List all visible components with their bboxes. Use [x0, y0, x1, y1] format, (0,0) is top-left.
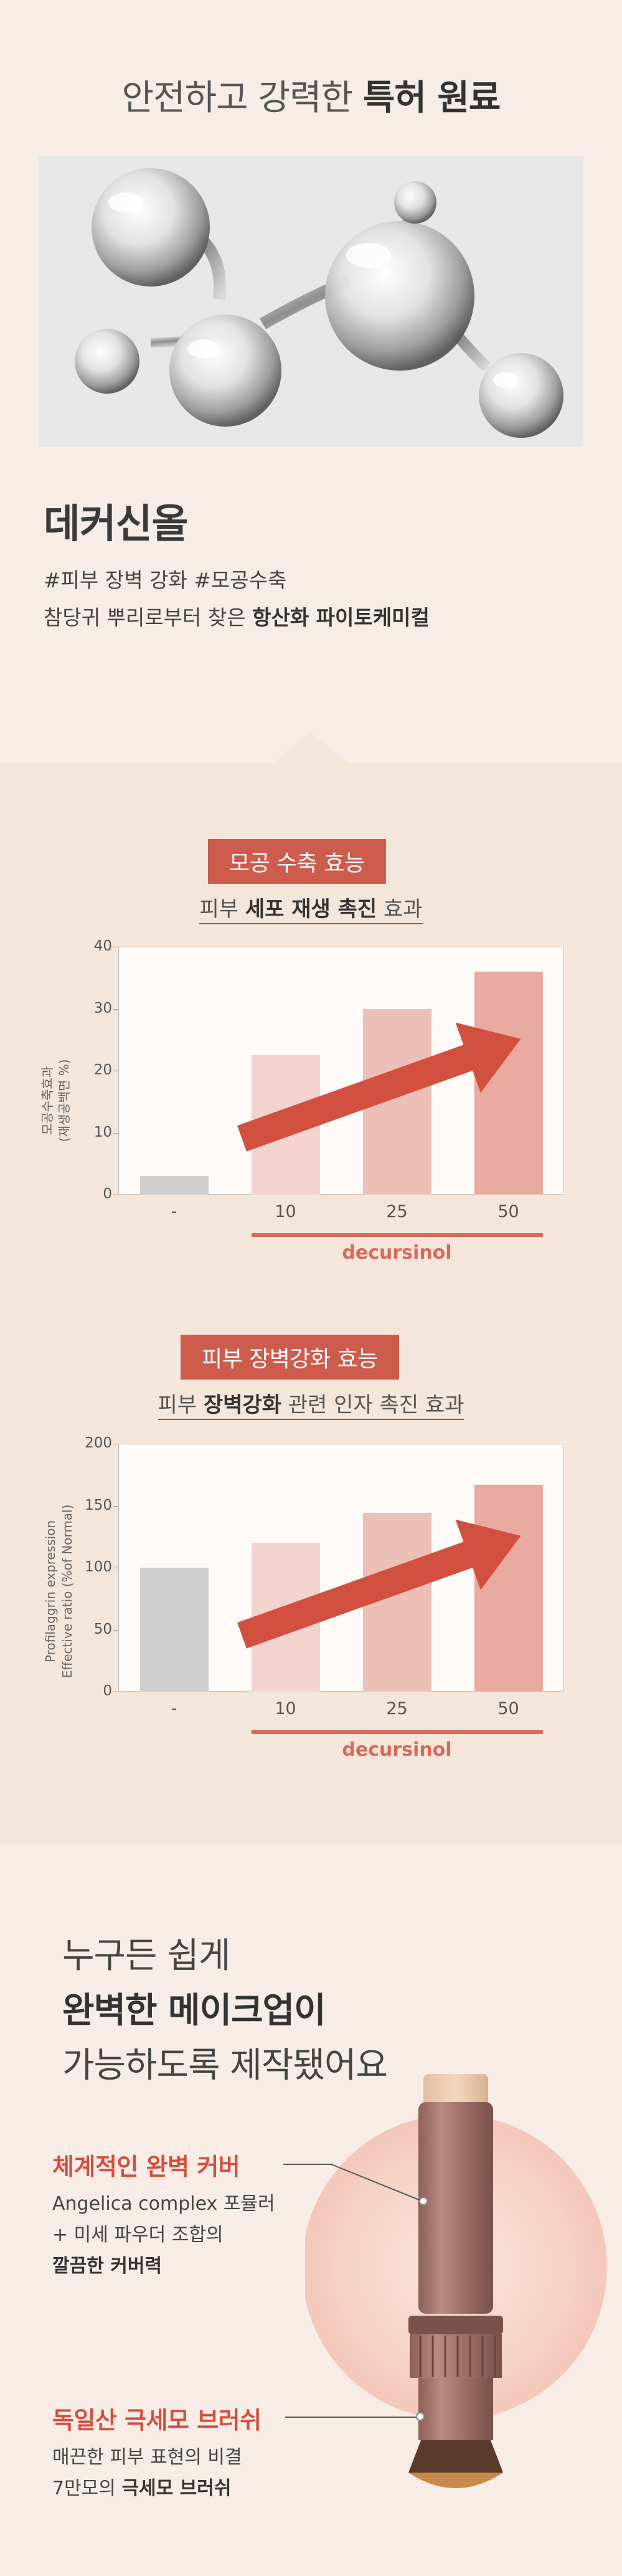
chart2-trend-arrow-icon [237, 1519, 521, 1649]
chart2-ylabel-line2: Effective ratio (%of Normal) [60, 1504, 75, 1679]
chart1-ylabel-line2: (재생공백면 %) [57, 1059, 72, 1142]
feature2-line2-bold: 극세모 브러쉬 [121, 2478, 232, 2499]
chart1-pore-shrink: 모공수축효과 (재생공백면 %) 0 10 20 30 40 - 10 25 50 decursi… [37, 938, 585, 1271]
chart1-ytick: 0 [103, 1186, 112, 1202]
chart2-ylabel: Profilaggrin expression Effective ratio … [42, 1498, 76, 1685]
chart1-badge: 모공 수축 효능 [208, 839, 386, 884]
feature2-line2: 7만모의 극세모 브러쉬 [52, 2473, 231, 2500]
chart2-group-label: decursinol [342, 1739, 452, 1761]
chart1-ylabel: 모공수축효과 (재생공백면 %) [39, 1023, 73, 1178]
molecule-image [39, 156, 583, 447]
chart1-subtitle-post: 효과 [383, 897, 423, 922]
chart1-xtick: 50 [497, 1202, 519, 1221]
chart1-xtick: - [171, 1202, 177, 1221]
chart1-ytick: 30 [93, 1000, 112, 1016]
feature1-line3-bold: 깔끔한 커버력 [52, 2255, 163, 2277]
chart1-subtitle-bold: 세포 재생 촉진 [245, 897, 377, 922]
chart2-ytick: 0 [103, 1683, 112, 1699]
feature1-line1: Angelica complex 포뮬러 [52, 2193, 275, 2215]
chart2-subtitle-pre: 피부 [158, 1393, 197, 1418]
feature2-marker [416, 2412, 425, 2421]
chart1-bar-0 [139, 1176, 209, 1195]
title-text: 안전하고 강력한 [121, 78, 353, 118]
feature2-line2-pre: 7만모의 [52, 2478, 116, 2499]
feature1-marker [419, 2197, 428, 2205]
chart1-ytick: 40 [93, 938, 112, 954]
chart1-group-label: decursinol [342, 1242, 452, 1264]
chart2-ytick-mark [113, 1505, 118, 1507]
ingredient-section: 안전하고 강력한 특허 원료 [0, 0, 622, 763]
chart2-group-line [251, 1730, 543, 1734]
chart2-subtitle: 피부 장벽강화 관련 인자 촉진 효과 [0, 1388, 622, 1420]
chart2-ytick: 100 [85, 1559, 112, 1575]
product-stick-illustration [305, 2074, 607, 2488]
feature1-title: 체계적인 완벽 커버 [52, 2153, 240, 2181]
chart2-ytick: 200 [85, 1435, 112, 1451]
feature2-title: 독일산 극세모 브러쉬 [52, 2407, 262, 2434]
chart1-ytick-mark [113, 1132, 118, 1134]
molecule-illustration [75, 168, 563, 438]
description-text: 참당귀 뿌리로부터 찾은 [44, 605, 246, 630]
chart1-xtick: 25 [386, 1202, 408, 1221]
section-divider-notch [272, 732, 349, 764]
headline-line1: 누구든 쉽게 [62, 1936, 230, 1976]
chart1-ylabel-line1: 모공수축효과 [40, 1066, 55, 1135]
chart1-subtitle-pre: 피부 [199, 897, 238, 922]
feature2-line1: 매끈한 피부 표현의 비결 [52, 2446, 242, 2468]
chart2-ytick: 150 [85, 1497, 112, 1513]
chart2-bar-0 [139, 1568, 209, 1692]
feature1-leader-line [283, 2164, 333, 2165]
chart2-subtitle-post: 관련 인자 촉진 효과 [288, 1393, 464, 1418]
chart1-xtick: 10 [275, 1202, 296, 1221]
chart2-xtick: 25 [386, 1699, 408, 1718]
ingredient-description: 참당귀 뿌리로부터 찾은 항산화 파이토케미컬 [44, 601, 430, 631]
feature1-line2: + 미세 파우더 조합의 [52, 2224, 224, 2246]
chart2-subtitle-bold: 장벽강화 [203, 1393, 281, 1418]
chart2-badge: 피부 장벽강화 효능 [181, 1335, 399, 1380]
product-section: 누구든 쉽게 완벽한 메이크업이 가능하도록 제작됐어요 [0, 1844, 622, 2576]
headline-line2: 완벽한 메이크업이 [62, 1991, 326, 2031]
ingredient-name: 데커신올 [44, 501, 189, 547]
chart1-ytick-mark [113, 1008, 118, 1010]
headline-line3: 가능하도록 제작됐어요 [62, 2045, 388, 2086]
feature2-leader-line [285, 2417, 419, 2418]
section-title: 안전하고 강력한 특허 원료 [0, 70, 622, 120]
chart1-ytick: 20 [93, 1062, 112, 1078]
chart1-trend-arrow-icon [237, 1022, 521, 1152]
ingredient-tags: #피부 장벽 강화 #모공수축 [44, 568, 287, 592]
chart2-xtick: 50 [497, 1699, 519, 1718]
chart1-subtitle: 피부 세포 재생 촉진 효과 [0, 892, 622, 924]
chart2-barrier: Profilaggrin expression Effective ratio … [37, 1435, 585, 1768]
chart1-group-line [251, 1233, 543, 1237]
chart2-bar-3 [474, 1484, 543, 1692]
title-bold-text: 특허 원료 [362, 78, 501, 118]
chart2-xtick: - [171, 1699, 177, 1718]
chart2-ytick: 50 [93, 1621, 112, 1637]
chart2-xtick: 10 [275, 1699, 296, 1718]
chart1-ytick: 10 [93, 1124, 112, 1140]
chart2-ylabel-line1: Profilaggrin expression [43, 1520, 58, 1663]
chart2-ytick-mark [113, 1629, 118, 1631]
feature1-line3: 깔끔한 커버력 [52, 2250, 162, 2278]
description-bold-text: 항산화 파이토케미컬 [252, 605, 430, 630]
